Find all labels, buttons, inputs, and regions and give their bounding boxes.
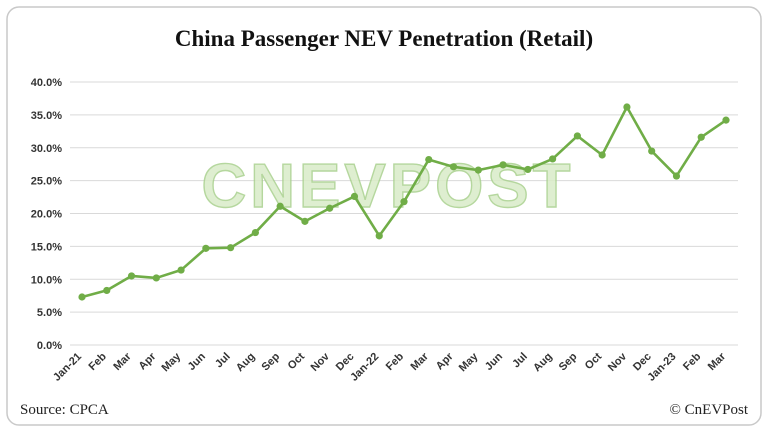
- data-point: [549, 155, 557, 163]
- x-tick-label: Feb: [384, 350, 407, 373]
- x-tick-label: Oct: [583, 350, 605, 372]
- data-point: [449, 163, 458, 171]
- data-point: [598, 151, 606, 159]
- data-point: [474, 166, 482, 174]
- x-tick-label: Mar: [706, 350, 729, 373]
- x-tick-label: Oct: [286, 350, 308, 372]
- x-tick-label: Feb: [87, 350, 110, 373]
- x-tick-label: Jun: [186, 350, 209, 373]
- x-tick-label: Apr: [137, 350, 159, 372]
- x-tick-label: Jan-23: [645, 351, 678, 384]
- x-tick-label: Aug: [531, 351, 555, 375]
- data-point: [648, 147, 656, 155]
- data-point: [326, 204, 334, 212]
- data-point: [127, 272, 136, 280]
- data-point: [227, 244, 235, 252]
- x-tick-label: Jun: [483, 350, 506, 373]
- data-point: [499, 161, 507, 169]
- data-point: [524, 165, 532, 174]
- y-tick-label: 30.0%: [31, 143, 62, 155]
- x-tick-label: Feb: [681, 350, 704, 373]
- y-tick-label: 25.0%: [31, 176, 62, 188]
- x-tick-label: May: [160, 350, 184, 374]
- x-tick-label: Nov: [309, 350, 333, 374]
- data-point: [672, 172, 681, 180]
- penetration-line-series: [78, 103, 730, 301]
- y-tick-label: 15.0%: [31, 241, 62, 253]
- data-point: [722, 116, 730, 124]
- y-axis-tick-labels: 0.0% 5.0% 10.0% 15.0% 20.0% 25.0% 30.0% 35.0% 40…: [31, 77, 62, 352]
- x-tick-label: May: [457, 350, 481, 374]
- card-border: [6, 6, 762, 426]
- data-point: [400, 198, 408, 206]
- x-tick-label: Mar: [409, 350, 432, 373]
- data-point: [425, 155, 433, 164]
- y-tick-label: 35.0%: [31, 110, 62, 122]
- data-point: [573, 132, 581, 140]
- data-point: [350, 192, 359, 201]
- data-point: [301, 217, 309, 225]
- x-tick-label: Aug: [234, 351, 258, 375]
- y-tick-label: 20.0%: [31, 209, 62, 221]
- y-tick-label: 40.0%: [31, 77, 62, 89]
- credit-label: © CnEVPost: [670, 402, 749, 418]
- data-point: [78, 293, 86, 301]
- x-tick-label: Nov: [606, 350, 630, 374]
- data-point: [202, 244, 210, 252]
- data-point: [251, 228, 259, 237]
- y-tick-label: 0.0%: [37, 340, 62, 352]
- gridlines: [70, 81, 738, 346]
- data-point: [177, 266, 185, 274]
- x-tick-label: Jan-21: [51, 351, 84, 384]
- chart-title: China Passenger NEV Penetration (Retail): [175, 26, 593, 51]
- source-label: Source: CPCA: [20, 402, 109, 418]
- y-tick-label: 5.0%: [37, 307, 62, 319]
- x-axis-tick-labels: Jan-21 Feb Mar Apr May Jun Jul Aug Sep Oct Nov DecJ…: [51, 350, 729, 384]
- x-tick-label: Jul: [213, 351, 233, 371]
- x-tick-label: Apr: [434, 350, 456, 372]
- x-tick-label: Mar: [111, 350, 134, 373]
- x-tick-label: Jul: [510, 351, 530, 371]
- x-tick-label: Sep: [557, 350, 580, 373]
- data-point: [152, 274, 160, 282]
- data-point: [103, 286, 111, 295]
- data-point: [697, 133, 705, 141]
- data-point: [276, 202, 284, 210]
- data-point: [375, 232, 383, 240]
- watermark: CNEVPOST: [201, 152, 574, 221]
- x-tick-label: Sep: [260, 350, 283, 373]
- data-point: [623, 103, 631, 111]
- y-tick-label: 10.0%: [31, 274, 62, 286]
- x-tick-label: Jan-22: [348, 351, 381, 384]
